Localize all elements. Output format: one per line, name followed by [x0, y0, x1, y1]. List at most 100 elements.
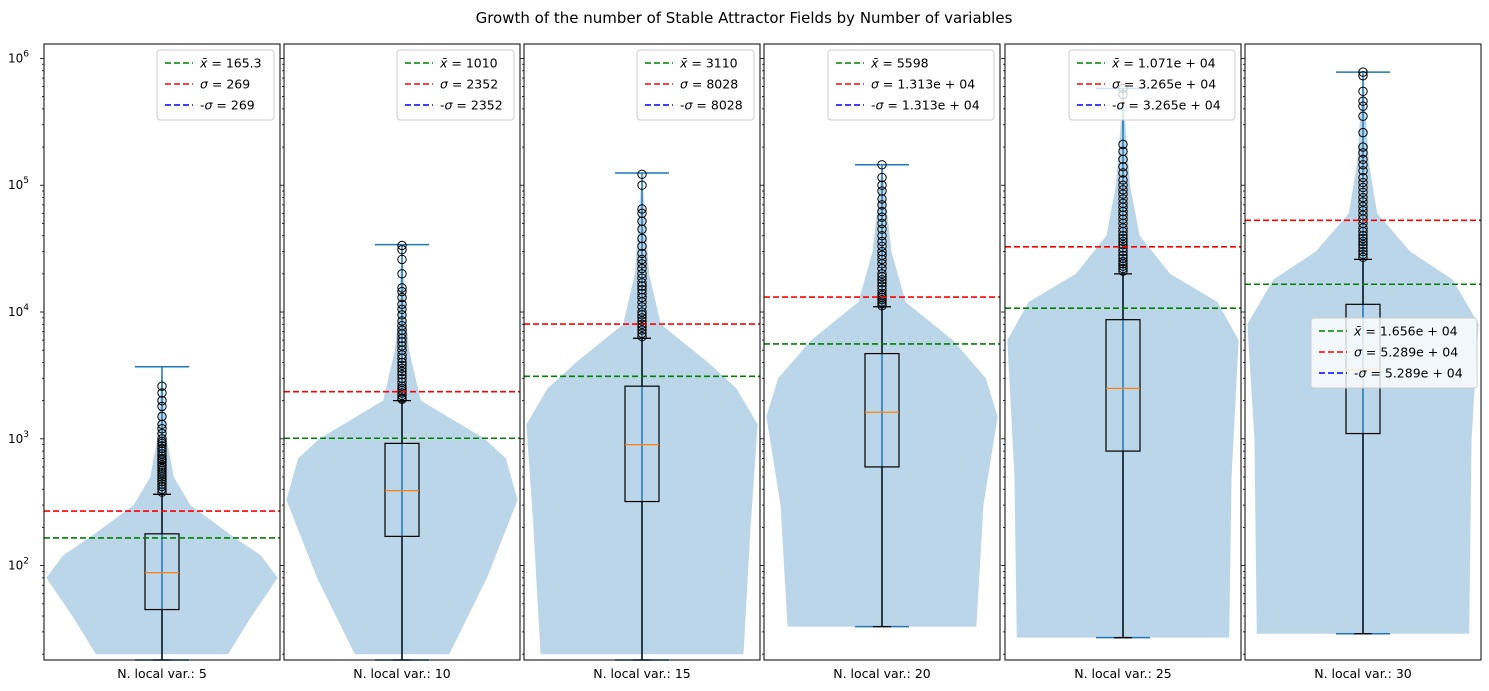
outlier-point	[877, 295, 887, 305]
outlier-point	[397, 320, 407, 331]
outlier-point	[397, 377, 407, 387]
outlier-point	[637, 316, 647, 326]
outlier-point	[157, 460, 167, 470]
outlier-point	[397, 325, 407, 335]
outlier-point	[877, 180, 887, 190]
legend-mean-entry-label: x̄ = 1.656e + 04	[1353, 324, 1458, 339]
outlier-point	[1358, 142, 1368, 152]
outlier-point	[1358, 187, 1368, 197]
y-tick-label: 102	[8, 557, 29, 573]
outlier-point	[877, 212, 887, 222]
outlier-point	[157, 428, 167, 439]
outlier-point	[637, 325, 647, 335]
outlier-point	[1118, 162, 1128, 172]
outlier-point	[637, 307, 647, 317]
outlier-point	[637, 248, 647, 259]
outlier-point	[397, 299, 407, 310]
outlier-point	[157, 424, 167, 434]
panel-frame	[283, 43, 521, 661]
panel-4: N. local var.: 20 x̄ = 5598 σ = 1.313e + 0…	[760, 43, 1001, 681]
outlier-point	[397, 357, 407, 368]
outlier-point	[1118, 139, 1128, 150]
legend-frame	[396, 49, 515, 121]
outlier-point	[157, 441, 167, 451]
outlier-point	[397, 316, 407, 326]
outlier-point	[397, 286, 407, 297]
outlier-point	[157, 381, 167, 391]
legend-minus-sigma-entry-label: -σ = 3.265e + 04	[1112, 98, 1221, 113]
outlier-point	[1358, 127, 1368, 138]
panel-5: N. local var.: 25 x̄ = 1.071e + 04 σ = 3.2…	[1001, 43, 1242, 681]
outlier-point	[157, 411, 167, 422]
outlier-point	[637, 233, 647, 244]
legend-mean-entry-label: x̄ = 1010	[439, 56, 498, 71]
outlier-point	[877, 241, 887, 251]
panel-xlabel: N. local var.: 15	[593, 666, 691, 681]
outlier-point	[157, 446, 167, 456]
outlier-point	[1358, 154, 1368, 165]
outlier-point	[637, 278, 647, 288]
outlier-point	[1118, 261, 1128, 271]
outlier-point	[1358, 71, 1368, 81]
panel-3: N. local var.: 15 x̄ = 3110 σ = 8028 -σ = 8…	[520, 43, 761, 681]
outlier-point	[1358, 148, 1368, 158]
outlier-point	[1118, 253, 1128, 264]
legend-plus-sigma-entry-label: σ = 8028	[680, 77, 738, 92]
outlier-point	[1118, 168, 1128, 178]
legend: x̄ = 3110 σ = 8028 -σ = 8028	[636, 49, 755, 121]
outlier-point	[637, 180, 647, 190]
outlier-point	[1118, 263, 1128, 274]
legend-plus-sigma-entry-label: σ = 5.289e + 04	[1354, 345, 1458, 360]
outlier-point	[1358, 230, 1368, 241]
outlier-point	[637, 328, 647, 338]
outlier-point	[1358, 111, 1368, 121]
outlier-point	[1358, 67, 1368, 77]
outlier-point	[877, 274, 887, 285]
outlier-point	[1118, 185, 1128, 195]
outlier-point	[1358, 160, 1368, 170]
outlier-point	[877, 269, 887, 279]
outlier-point	[157, 484, 167, 494]
outlier-point	[1118, 180, 1128, 190]
legend-frame	[1310, 317, 1478, 389]
panel-frame	[1004, 43, 1242, 661]
chart-title: Growth of the number of Stable Attractor…	[476, 9, 1013, 27]
outlier-point	[397, 269, 407, 279]
outlier-point	[397, 381, 407, 391]
legend-plus-sigma-entry-label: σ = 269	[200, 77, 250, 92]
outlier-point	[397, 254, 407, 265]
outlier-point	[397, 388, 407, 398]
legend-mean-entry-label: x̄ = 1.071e + 04	[1111, 56, 1216, 71]
outlier-point	[157, 401, 167, 412]
y-tick-label: 104	[8, 303, 29, 319]
outlier-point	[637, 204, 647, 214]
panel-2: N. local var.: 10 x̄ = 1010 σ = 2352 -σ = 2…	[280, 43, 521, 681]
outlier-point	[637, 292, 647, 303]
outlier-point	[1358, 172, 1368, 183]
outlier-point	[1118, 146, 1128, 157]
outlier-point	[1118, 194, 1128, 204]
iqr-box	[384, 442, 420, 537]
legend-plus-sigma-entry-label: σ = 2352	[440, 77, 498, 92]
outlier-point	[1118, 239, 1128, 250]
outlier-point	[157, 443, 167, 454]
legend-mean-entry-label: x̄ = 5598	[870, 56, 929, 71]
y-tick-label: 105	[8, 176, 29, 192]
outlier-point	[157, 395, 167, 406]
outlier-point	[1358, 182, 1368, 193]
legend-frame	[636, 49, 755, 121]
outlier-point	[1358, 239, 1368, 250]
legend-plus-sigma-entry-label: σ = 3.265e + 04	[1112, 77, 1216, 92]
outlier-point	[1118, 243, 1128, 253]
outlier-point	[637, 313, 647, 323]
legend-minus-sigma-entry-label: -σ = 2352	[440, 98, 503, 113]
panel-xlabel: N. local var.: 20	[833, 666, 931, 681]
panel-xlabel: N. local var.: 25	[1074, 666, 1172, 681]
outlier-point	[1118, 175, 1128, 185]
outlier-point	[397, 373, 407, 384]
legend: x̄ = 1010 σ = 2352 -σ = 2352	[396, 49, 515, 121]
panel-frame	[43, 43, 281, 661]
outlier-point	[637, 322, 647, 332]
iqr-box	[1105, 319, 1141, 452]
outlier-point	[1358, 233, 1368, 244]
